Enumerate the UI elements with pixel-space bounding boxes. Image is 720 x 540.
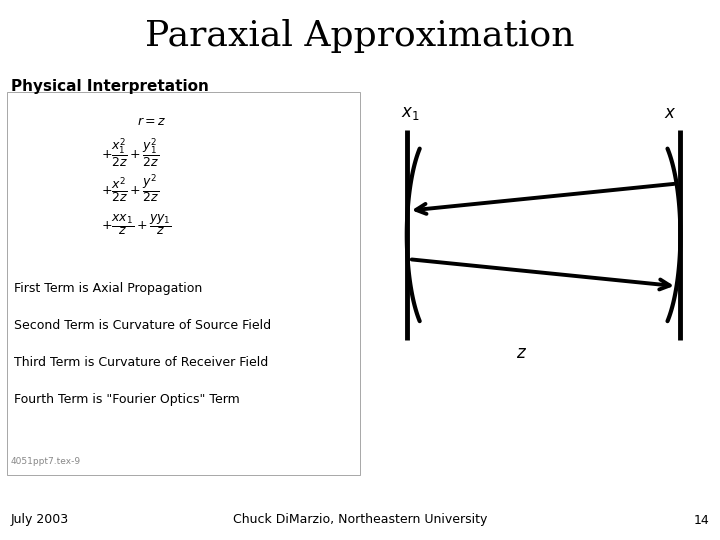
Text: July 2003: July 2003: [11, 514, 69, 526]
Text: 4051ppt7.tex-9: 4051ppt7.tex-9: [11, 457, 81, 466]
Text: $+\dfrac{x^2}{2z}+\dfrac{y^2}{2z}$: $+\dfrac{x^2}{2z}+\dfrac{y^2}{2z}$: [101, 173, 159, 205]
Text: $+\dfrac{xx_1}{z}+\dfrac{yy_1}{z}$: $+\dfrac{xx_1}{z}+\dfrac{yy_1}{z}$: [101, 212, 171, 237]
Text: Fourth Term is "Fourier Optics" Term: Fourth Term is "Fourier Optics" Term: [14, 393, 240, 406]
Text: $z$: $z$: [516, 345, 528, 362]
Text: Chuck DiMarzio, Northeastern University: Chuck DiMarzio, Northeastern University: [233, 514, 487, 526]
Text: Second Term is Curvature of Source Field: Second Term is Curvature of Source Field: [14, 319, 271, 332]
Text: 14: 14: [693, 514, 709, 526]
Text: Paraxial Approximation: Paraxial Approximation: [145, 19, 575, 53]
Text: First Term is Axial Propagation: First Term is Axial Propagation: [14, 282, 202, 295]
FancyBboxPatch shape: [7, 92, 360, 475]
Text: $+\dfrac{x_1^2}{2z}+\dfrac{y_1^2}{2z}$: $+\dfrac{x_1^2}{2z}+\dfrac{y_1^2}{2z}$: [101, 137, 159, 171]
Text: Physical Interpretation: Physical Interpretation: [11, 79, 209, 94]
Text: Third Term is Curvature of Receiver Field: Third Term is Curvature of Receiver Fiel…: [14, 356, 269, 369]
Text: $x$: $x$: [665, 105, 677, 122]
Text: $r = z$: $r = z$: [137, 115, 166, 128]
Text: $x_1$: $x_1$: [401, 105, 420, 122]
